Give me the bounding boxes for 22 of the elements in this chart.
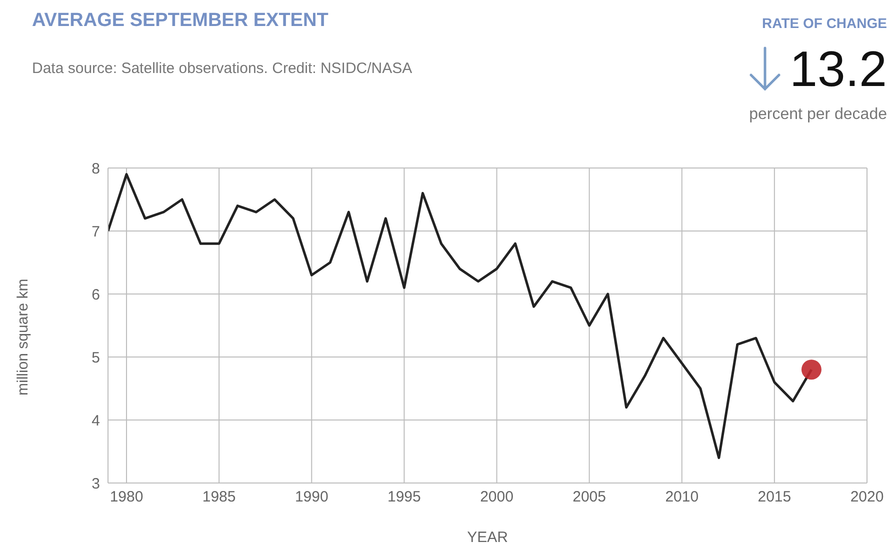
chart-title: AVERAGE SEPTEMBER EXTENT [32,10,328,32]
text: RATE OF CHANGE [762,15,887,31]
text: percent per decade [749,106,887,124]
x-tick-label: 2010 [665,488,699,506]
x-tick-label: 2020 [850,488,884,506]
x-axis-title: YEAR [467,529,508,544]
x-tick-label: 2015 [758,488,792,506]
x-tick-label: 2000 [480,488,514,506]
x-tick-label: 1995 [388,488,421,506]
y-tick-label: 7 [92,223,100,240]
x-tick-label: 1990 [294,488,328,506]
x-tick-label: 1985 [202,488,236,506]
y-tick-label: 8 [92,160,100,178]
y-axis-title: million square km [14,278,32,396]
y-tick-label: 4 [92,412,100,430]
x-tick-label: 2005 [572,488,606,506]
x-tick-label: 1980 [110,488,144,506]
y-tick-label: 5 [92,349,100,366]
y-tick-label: 6 [92,286,100,304]
text: 13.2 [790,41,887,97]
chart-subtitle: Data source: Satellite observations. Credit: NSIDC/NASA [32,60,412,77]
y-tick-label: 3 [92,475,100,492]
